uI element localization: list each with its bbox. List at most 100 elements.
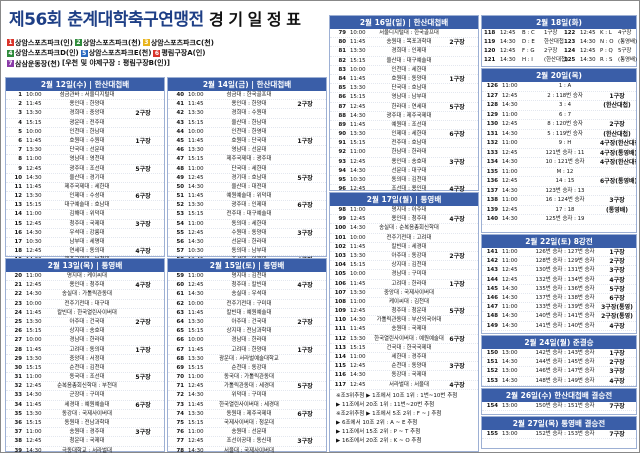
- match-number: 145: [486, 285, 498, 292]
- match-number: 38: [14, 438, 22, 445]
- match-number: 139: [486, 206, 498, 213]
- match-number: 42: [176, 110, 184, 117]
- match-teams: 영남대 : 남부대: [391, 94, 427, 101]
- match-time: 14:30: [502, 187, 518, 194]
- day-header: 2월 26일(수) 한산대첩배 결승전: [482, 389, 636, 402]
- match-number: 91: [338, 140, 346, 147]
- match-number: 102: [334, 243, 346, 250]
- match-number: 100: [334, 225, 346, 232]
- match-time: 14:30: [188, 291, 204, 298]
- match-teams: 송원대 : 목포과학대: [386, 39, 432, 46]
- match-row: 98 11:00 명지대 : 아주대: [330, 206, 478, 216]
- match-time: 11:45: [188, 346, 204, 353]
- match-teams: 위덕대 : 구미대: [231, 392, 267, 399]
- match-row: 94 14:30 선문대 : 대구대: [330, 167, 478, 176]
- match-time: 10:00: [26, 92, 42, 98]
- match-time: 12:45: [350, 158, 366, 165]
- match-teams: K : L: [600, 30, 612, 36]
- match-time: 10:00: [188, 128, 204, 135]
- match-time: 11:45: [188, 193, 204, 200]
- venue-label: 5구장: [449, 308, 465, 316]
- match-teams: 칼빈대 : 세경대: [391, 243, 427, 250]
- match-teams: 순천대 : 동양대: [391, 363, 427, 370]
- match-row: 110 14:30 가톨릭관동대 : 부산외국어대: [330, 316, 478, 326]
- match-row: 16 14:30 우석대 : 강릉대: [6, 229, 164, 238]
- match-number: 125: [564, 57, 576, 63]
- day-header: 2월 12일(수) | 한산대첩배: [6, 78, 164, 91]
- match-number: 121: [484, 57, 496, 63]
- match-teams: 상지대 : 송호대: [69, 328, 105, 335]
- venue-label: 6구장: [297, 410, 313, 418]
- match-teams: 용인대 : 청주대: [69, 282, 105, 289]
- match-time: 10:30: [350, 177, 366, 183]
- match-teams: 광운대 : 서라벌예술대학교: [219, 355, 279, 362]
- venue-label: 3구장: [609, 197, 625, 204]
- venue-label: 4구장: [297, 282, 313, 290]
- match-number: 71: [176, 383, 184, 390]
- match-row: 142 11:00 128번 승자 : 129번 승자 2구장: [482, 257, 636, 267]
- match-row: 75 15:15 국제사이버대 : 청운대: [168, 419, 326, 429]
- match-teams: 141번 승자 : 140번 승자: [535, 322, 595, 329]
- match-time: 11:45: [26, 346, 42, 353]
- match-number: 2: [18, 101, 22, 108]
- match-number: 55: [176, 229, 184, 236]
- match-teams: 광운대 : 전주대: [69, 119, 105, 126]
- match-time: 11:45: [26, 137, 42, 144]
- match-time: 14:30: [26, 291, 42, 298]
- legend-item: [우천 및 야제구장 : 평림구장B(인)]: [62, 58, 170, 68]
- match-teams: 14 : 15: [555, 178, 575, 184]
- match-time: 12:45: [500, 30, 516, 36]
- match-teams: 한라대 : 연세대: [391, 103, 427, 110]
- match-row: 109 12:45 청주대 : 청운대 5구장: [330, 307, 478, 317]
- match-number: 67: [176, 346, 184, 353]
- match-teams: 중앙대 : 서정대: [69, 355, 105, 362]
- match-row: 105 10:00 경남대 : 구미대: [330, 270, 478, 280]
- draw-notes: ※조3위추첨 ▶ 1조에서 10조 1위 : 1번~10번 추첨 ▶ 11조에서 …: [330, 390, 478, 448]
- match-time: 14:30: [350, 317, 366, 324]
- match-row: 107 13:30 중앙대 : 국제사이버대: [330, 289, 478, 298]
- match-time: 11:00: [188, 374, 204, 381]
- match-teams: 세한대 : 경주대: [391, 354, 427, 360]
- venue-label: 2구장: [449, 39, 465, 47]
- match-number: 110: [334, 317, 346, 324]
- match-time: 13:00: [502, 368, 518, 375]
- match-row: 147 11:00 133번 승자 : 139번 승자 3구장(통영): [482, 303, 636, 313]
- match-number: 40: [176, 92, 184, 98]
- match-time: 12:45: [502, 149, 518, 156]
- match-number: 59: [176, 273, 184, 279]
- match-time: 10:00: [26, 337, 42, 344]
- match-row: 121 14:30 H : I (한산대첩) 125 14:30 R : S (통영배): [482, 56, 637, 65]
- match-number: 9: [18, 165, 22, 172]
- match-time: 13:30: [350, 252, 366, 259]
- match-time: 11:45: [350, 280, 366, 287]
- match-time: 15:15: [26, 202, 42, 209]
- match-time: 12:45: [502, 206, 518, 213]
- match-teams: 전주대 : 대구예술대: [226, 211, 272, 218]
- day-header: 2월 24일(월) 준결승: [482, 336, 636, 349]
- match-time: 11:45: [26, 309, 42, 316]
- match-row: 72 14:30 위덕대 : 구미대: [168, 391, 326, 401]
- match-row: 99 12:45 용인대 : 청주대 4구장: [330, 215, 478, 225]
- match-number: 126: [486, 83, 498, 89]
- venue-label: 5구장: [135, 165, 151, 173]
- match-number: 93: [338, 158, 346, 165]
- match-time: 10:00: [26, 128, 42, 135]
- match-time: 12:45: [502, 178, 518, 184]
- match-teams: 경남대 : 구미대: [391, 271, 427, 278]
- match-number: 43: [176, 119, 184, 126]
- match-teams: 17 : 18: [555, 206, 575, 213]
- match-number: 72: [176, 392, 184, 399]
- match-number: 117: [334, 381, 346, 388]
- venue-label: 1구장: [135, 346, 151, 354]
- match-number: 66: [176, 337, 184, 344]
- match-time: 14:30: [350, 225, 366, 232]
- match-number: 123: [564, 39, 576, 45]
- venue-label: 3구장: [449, 363, 465, 371]
- match-number: 103: [334, 252, 346, 259]
- match-row: 32 12:45 순복음총회신학대 : 부천대: [6, 382, 164, 392]
- match-time: 11:00: [502, 258, 518, 265]
- match-row: 84 11:45 호원대 : 동양대 1구장: [330, 75, 478, 85]
- venue-label: 4구장: [618, 30, 632, 36]
- match-teams: 6 : 7: [558, 111, 572, 118]
- match-time: 14:30: [500, 57, 516, 63]
